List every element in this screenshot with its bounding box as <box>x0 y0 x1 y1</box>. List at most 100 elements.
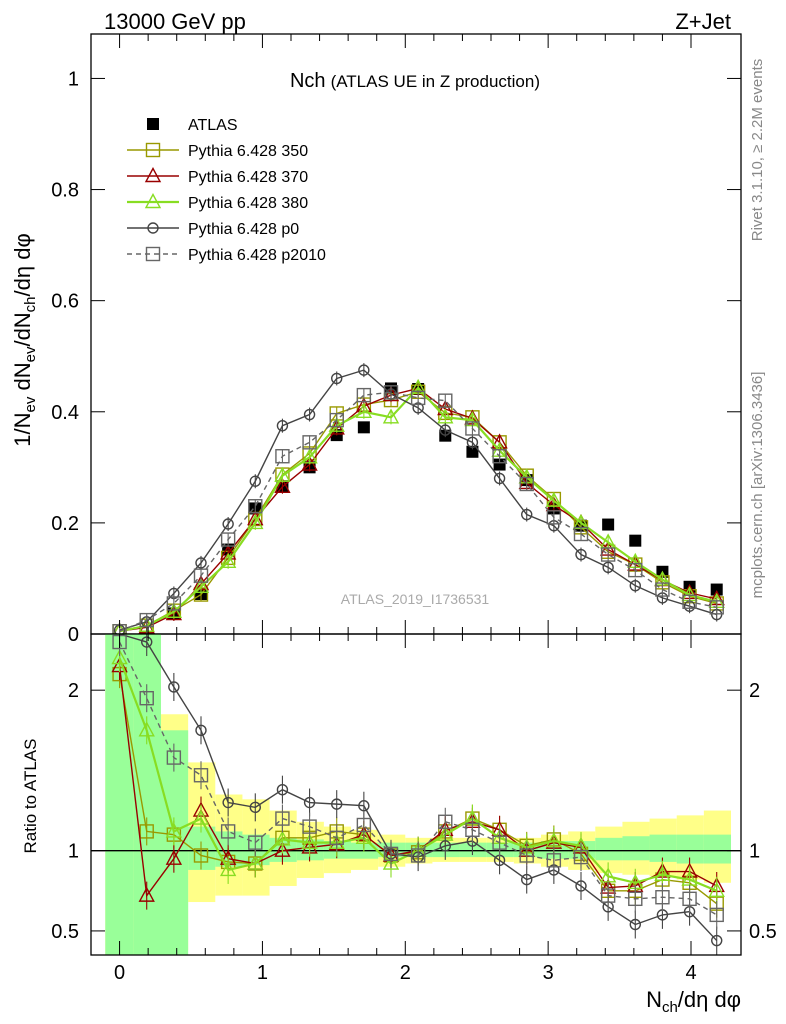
main-atlas-point <box>629 534 642 547</box>
ratio-point <box>219 860 237 877</box>
ratio-point <box>546 853 562 868</box>
ratio-uncertainty-inner <box>459 842 487 858</box>
ratio-point <box>655 890 670 905</box>
ratio-ytick-label-right: 2 <box>749 680 760 702</box>
header-left: 13000 GeV pp <box>104 9 246 34</box>
ratio-point <box>139 824 154 839</box>
main-point <box>573 526 589 542</box>
ratio-point <box>195 724 207 736</box>
ratio-point <box>628 891 643 907</box>
main-point <box>465 421 480 436</box>
main-point <box>222 518 234 530</box>
ratio-ytick-label-right: 1 <box>749 841 760 863</box>
ratio-point <box>192 809 210 825</box>
ratio-y-axis-label: Ratio to ATLAS <box>21 739 40 854</box>
ratio-point <box>165 849 183 865</box>
x-tick-label: 0 <box>114 962 125 984</box>
ratio-panel: 0.5 0.5 1 1 2 2 0 1 2 3 4 Ratio to ATLAS Nch/dη dφ <box>21 628 777 1016</box>
main-point <box>139 612 154 628</box>
ratio-point <box>276 783 289 796</box>
ratio-point <box>358 800 370 812</box>
main-point <box>328 416 345 432</box>
ratio-point <box>138 886 155 902</box>
main-point <box>165 602 183 618</box>
main-point <box>545 491 563 507</box>
ratio-point <box>654 865 671 881</box>
legend-marker <box>144 193 162 209</box>
header-right: Z+Jet <box>675 9 731 34</box>
main-point <box>438 393 453 408</box>
legend-label: Pythia 6.428 370 <box>188 169 308 186</box>
ratio-uncertainty-inner <box>432 842 460 858</box>
main-point <box>602 561 614 574</box>
main-series-line <box>119 391 717 632</box>
ratio-point <box>274 841 291 857</box>
main-ytick-label: 0 <box>68 624 79 646</box>
ratio-point <box>303 796 316 809</box>
ratio-uncertainty-inner <box>676 834 704 864</box>
main-point <box>358 364 370 376</box>
legend-marker <box>145 246 161 262</box>
ratio-point <box>492 835 507 850</box>
ratio-point <box>166 750 182 765</box>
ratio-point <box>355 828 373 845</box>
ratio-ytick-label: 2 <box>68 680 79 702</box>
ratio-point <box>274 830 291 846</box>
legend-label: Pythia 6.428 p2010 <box>188 247 326 264</box>
legend-label: ATLAS <box>188 117 238 134</box>
ratio-point <box>521 873 533 886</box>
main-point <box>247 513 264 530</box>
main-ytick-label: 0.2 <box>51 513 79 535</box>
main-point <box>219 552 237 568</box>
ratio-point <box>709 907 724 923</box>
ratio-point <box>301 833 318 849</box>
ratio-uncertainty-inner <box>242 834 270 866</box>
main-point <box>655 582 670 597</box>
ratio-point <box>356 817 372 833</box>
ratio-ytick-label: 1 <box>68 841 79 863</box>
mcplots-label: mcplots.cern.ch [arXiv:1306.3436] <box>749 372 766 599</box>
ratio-uncertainty-inner <box>595 837 623 861</box>
main-point <box>275 449 290 464</box>
ratio-point <box>247 854 264 870</box>
main-point <box>466 436 479 449</box>
main-point <box>276 419 289 432</box>
main-ytick-label: 1 <box>68 68 79 90</box>
ratio-point <box>302 819 317 834</box>
main-point <box>331 372 343 385</box>
x-axis-label: Nch/dη dφ <box>646 987 741 1016</box>
ratio-point <box>329 830 344 846</box>
main-point <box>600 547 616 562</box>
ratio-point <box>275 811 290 826</box>
ratio-point <box>708 881 725 897</box>
ratio-series-4 <box>112 628 724 929</box>
ratio-point <box>165 822 183 838</box>
main-point <box>410 390 426 406</box>
ratio-point <box>193 768 209 783</box>
ratio-point <box>222 796 234 809</box>
ratio-point <box>220 824 236 839</box>
main-point <box>302 435 317 450</box>
ratio-point <box>600 888 616 903</box>
legend: ATLAS Pythia 6.428 350 Pythia 6.428 370 Pyt… <box>127 117 326 264</box>
main-point <box>249 475 261 487</box>
ratio-point <box>439 840 451 852</box>
ratio-point <box>331 798 343 810</box>
ratio-point <box>438 814 453 829</box>
main-point <box>356 387 372 403</box>
legend-marker <box>147 222 159 234</box>
main-ytick-label: 0.8 <box>51 180 79 202</box>
ratio-point <box>519 848 534 863</box>
main-point <box>709 600 724 615</box>
main-point <box>382 408 400 424</box>
ratio-point <box>139 691 154 706</box>
main-point <box>629 579 641 592</box>
ratio-point <box>465 822 480 838</box>
main-point <box>193 568 209 583</box>
main-point <box>493 472 506 485</box>
ratio-point <box>248 835 263 850</box>
main-atlas-point <box>602 518 615 531</box>
main-point <box>192 577 210 593</box>
main-point <box>437 408 454 424</box>
